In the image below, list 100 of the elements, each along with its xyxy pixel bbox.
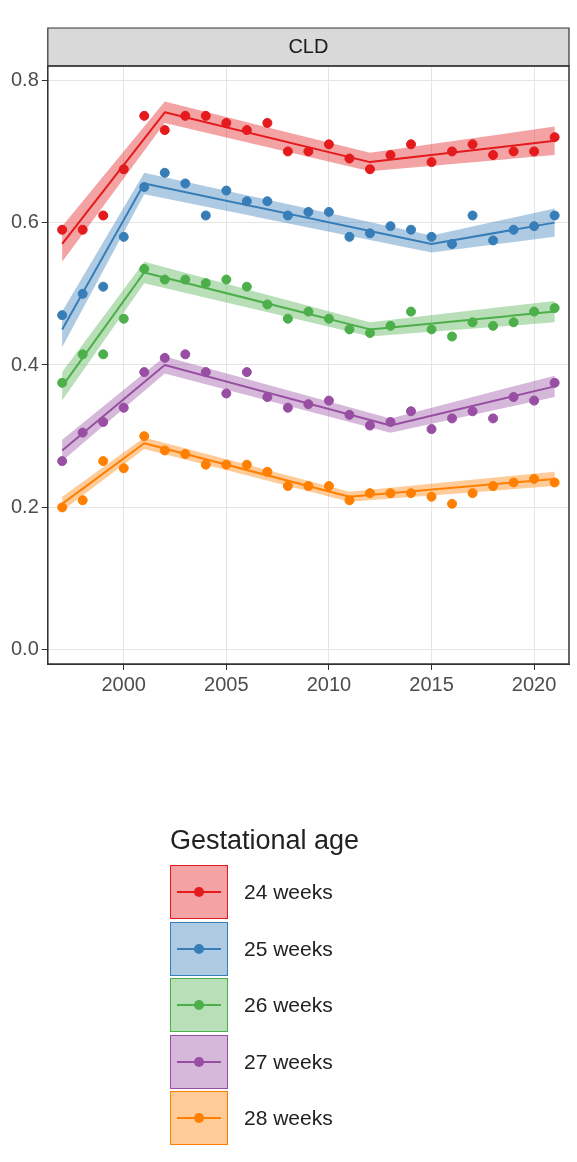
point [180,110,191,121]
point [180,448,191,459]
point [200,210,211,221]
y-tick-label: 0.8 [10,67,39,90]
point [529,306,540,317]
chart-title: CLD [288,34,329,57]
point [180,349,191,360]
point [77,224,88,235]
point [221,274,232,285]
point [385,320,396,331]
point [57,502,68,513]
point [508,224,519,235]
point [467,488,478,499]
point [426,231,437,242]
point [200,367,211,378]
point [200,110,211,121]
point [364,420,375,431]
point [447,238,458,249]
point [282,210,293,221]
point [488,481,499,492]
point [159,445,170,456]
point [139,431,150,442]
point [385,416,396,427]
point [364,327,375,338]
point [303,399,314,410]
point [221,459,232,470]
point [303,146,314,157]
point [549,477,560,488]
point [323,139,334,150]
point [221,388,232,399]
point [139,110,150,121]
point [98,416,109,427]
legend-label: 27 weeks [244,1049,333,1074]
point [262,392,273,403]
point [282,313,293,324]
point [508,477,519,488]
point [57,224,68,235]
point [241,367,252,378]
point [488,413,499,424]
point [344,324,355,335]
point [139,367,150,378]
point [241,196,252,207]
point [323,206,334,217]
point [159,274,170,285]
point [77,288,88,299]
point [323,313,334,324]
point [549,377,560,388]
y-tick-label: 0.2 [10,494,39,517]
point [508,392,519,403]
point [118,164,129,175]
point [262,299,273,310]
point [282,481,293,492]
point [549,210,560,221]
point [529,146,540,157]
point [488,149,499,160]
point [447,331,458,342]
point [200,459,211,470]
point [118,402,129,413]
point [344,409,355,420]
point [364,228,375,239]
point [406,306,416,317]
point [406,488,416,499]
point [508,317,519,328]
point [447,146,458,157]
point [262,117,273,128]
point [529,473,540,484]
point [303,306,314,317]
point [241,459,252,470]
point [488,235,499,246]
point [344,153,355,164]
point [529,221,540,232]
point [180,178,191,189]
legend-label: 26 weeks [244,993,333,1018]
point [549,132,560,143]
point [467,317,478,328]
point [488,320,499,331]
point [200,278,211,289]
point [282,402,293,413]
point [98,281,109,292]
point [221,185,232,196]
x-tick-label: 2005 [204,672,249,695]
point [467,139,478,150]
point [323,481,334,492]
point [385,149,396,160]
point [98,210,109,221]
point [159,167,170,178]
point [98,456,109,467]
point [262,196,273,207]
point [549,303,560,314]
point [139,182,150,193]
point [77,495,88,506]
point [221,117,232,128]
x-tick-label: 2020 [511,672,557,695]
legend-label: 24 weeks [244,880,333,905]
point [344,231,355,242]
point [241,281,252,292]
point [529,395,540,406]
point [447,413,458,424]
point [426,424,437,435]
point [180,274,191,285]
